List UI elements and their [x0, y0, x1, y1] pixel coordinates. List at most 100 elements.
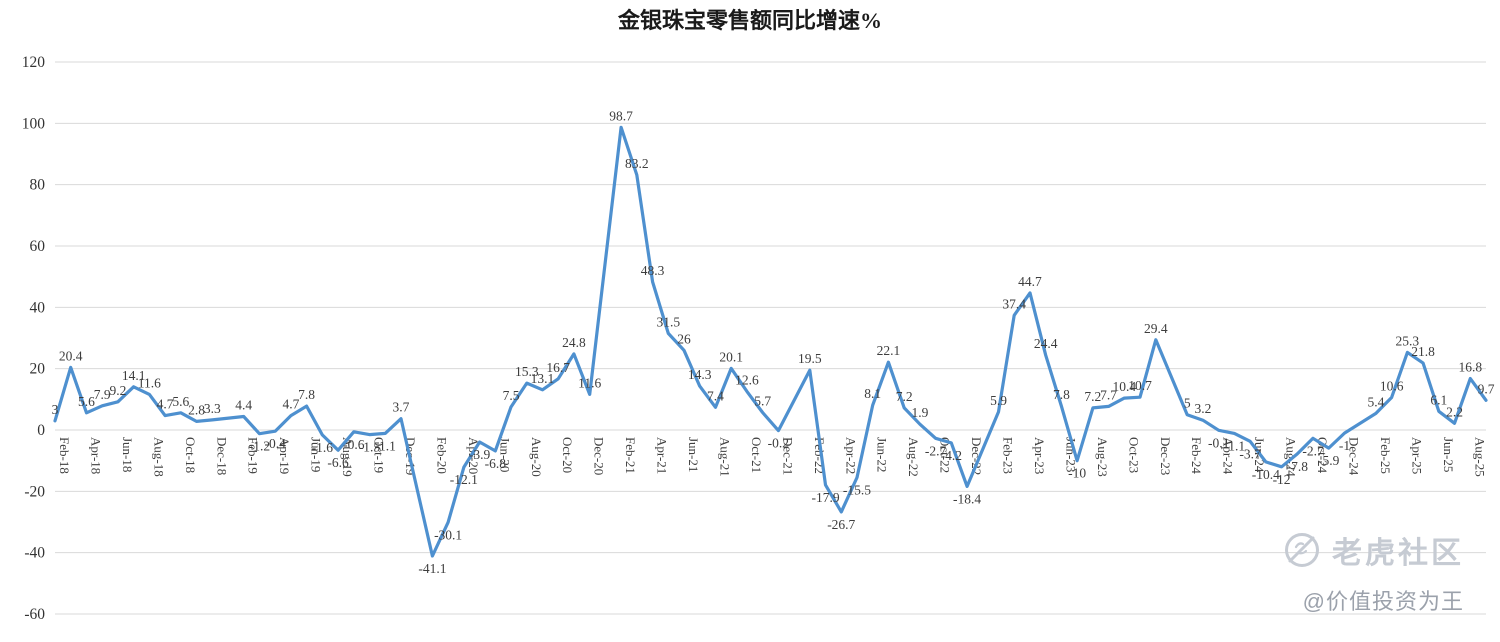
x-tick-label: Dec-24: [1346, 437, 1361, 476]
data-point-label: 10.4: [1113, 379, 1137, 394]
x-tick-label: Aug-25: [1472, 437, 1487, 477]
data-point-label: 44.7: [1018, 274, 1042, 289]
data-point-label: 22.1: [877, 343, 901, 358]
data-point-label: -0.6: [343, 437, 365, 452]
data-point-label: -12: [1273, 472, 1291, 487]
data-point-label: 15.3: [515, 364, 539, 379]
data-point-label: -26.7: [827, 517, 855, 532]
x-tick-label: Jun-22: [875, 437, 890, 472]
x-tick-label: Apr-23: [1032, 437, 1047, 474]
data-point-label: -4.2: [941, 448, 962, 463]
data-point-label: 7.5: [503, 388, 520, 403]
data-point-label: 7.9: [94, 387, 111, 402]
data-point-label: -0.1: [1208, 435, 1229, 450]
data-point-label: 98.7: [609, 108, 633, 123]
y-tick-label: 40: [30, 299, 46, 316]
data-point-label: 6.1: [1430, 392, 1447, 407]
data-point-label: 29.4: [1144, 321, 1168, 336]
data-point-label: 2.8: [188, 402, 205, 417]
x-tick-label: Dec-18: [214, 437, 229, 475]
x-tick-label: Aug-19: [340, 437, 355, 477]
data-point-label: -2.7: [925, 443, 947, 458]
x-tick-label: Jun-21: [686, 437, 701, 472]
x-tick-label: Dec-22: [969, 437, 984, 475]
y-axis-labels: 120 100 80 60 40 20 0 -20 -40 -60: [22, 54, 46, 623]
x-tick-label: Aug-18: [151, 437, 166, 477]
data-point-label: -10.4: [1252, 467, 1280, 482]
x-tick-label: Feb-25: [1378, 437, 1393, 474]
data-point-label: 7.4: [707, 388, 724, 403]
data-point-label: 3.3: [204, 401, 221, 416]
y-tick-label: -60: [24, 606, 45, 623]
data-point-label: 14.1: [122, 368, 146, 383]
data-point-label: -30.1: [434, 527, 462, 542]
data-point-label: -0.4: [264, 436, 286, 451]
data-point-label: 25.3: [1396, 333, 1420, 348]
data-point-label: -6.8: [485, 456, 507, 471]
data-point-label: -1.1: [375, 438, 396, 453]
data-point-label: -5.9: [1318, 453, 1340, 468]
data-point-label: 19.5: [798, 351, 822, 366]
data-point-label: -18.4: [953, 491, 981, 506]
x-tick-label: Oct-20: [560, 437, 575, 473]
x-axis-labels: Feb-18 Apr-18 Jun-18 Aug-18 Oct-18 Dec-18 Feb-…: [57, 437, 1487, 477]
data-point-label: 4.4: [235, 398, 252, 413]
data-point-label: -1.5: [359, 440, 381, 455]
data-point-label: -1: [1339, 438, 1350, 453]
data-point-label: 37.4: [1002, 296, 1026, 311]
data-point-label: 5: [1184, 396, 1191, 411]
x-tick-label: Feb-21: [623, 437, 638, 474]
y-tick-label: 120: [22, 54, 46, 71]
x-tick-label: Oct-21: [749, 437, 764, 473]
data-point-label: 12.6: [735, 372, 759, 387]
x-tick-label: Dec-21: [780, 437, 795, 475]
data-point-label: 20.4: [59, 348, 83, 363]
data-point-label: 24.4: [1034, 336, 1058, 351]
x-tick-label: Oct-18: [183, 437, 198, 473]
watermark-handle: @价值投资为王: [1302, 589, 1464, 614]
data-point-label: 11.6: [578, 375, 601, 390]
data-point-label: -41.1: [418, 561, 446, 576]
data-point-label: 48.3: [641, 263, 665, 278]
data-point-label: -1.6: [312, 440, 334, 455]
data-point-label: 7.8: [1053, 387, 1070, 402]
data-point-label: 10.7: [1128, 378, 1152, 393]
y-tick-label: 100: [22, 115, 46, 132]
data-point-label: -7.8: [1287, 459, 1309, 474]
x-tick-label: Feb-19: [246, 437, 261, 474]
x-tick-label: Oct-19: [372, 437, 387, 473]
data-point-label: 9.7: [1478, 381, 1495, 396]
data-point-label: 7.8: [298, 387, 315, 402]
data-point-label: 5.6: [172, 394, 189, 409]
data-point-label: 31.5: [656, 314, 680, 329]
data-point-label: 24.8: [562, 335, 586, 350]
y-tick-label: 0: [37, 422, 45, 439]
y-tick-label: -20: [24, 483, 45, 500]
data-point-label: 10.6: [1380, 378, 1404, 393]
data-point-label: 13.1: [531, 371, 555, 386]
data-point-label: 7.2: [896, 389, 913, 404]
x-tick-label: Jun-18: [120, 437, 135, 472]
x-tick-label: Dec-20: [592, 437, 607, 475]
x-tick-label: Aug-23: [1095, 437, 1110, 477]
data-point-label: 83.2: [625, 156, 649, 171]
watermark-brand-row: 老虎社区: [1282, 528, 1464, 572]
data-point-label: 11.6: [138, 375, 161, 390]
data-point-label: 21.8: [1411, 344, 1435, 359]
data-point-label: -15.5: [843, 483, 871, 498]
data-point-label: -2.7: [1302, 443, 1324, 458]
data-point-label: 8.1: [864, 386, 881, 401]
data-point-label: 3.2: [1195, 401, 1212, 416]
y-tick-label: 80: [30, 177, 46, 194]
x-tick-label: Apr-22: [843, 437, 858, 474]
data-point-label: 5.6: [78, 394, 95, 409]
data-point-label: 3: [52, 402, 59, 417]
x-tick-label: Feb-20: [434, 437, 449, 474]
data-point-label: 16.7: [546, 360, 570, 375]
data-point-label: -3.9: [469, 447, 491, 462]
tiger-circle-icon: [1282, 530, 1322, 570]
data-point-label: 4.7: [157, 397, 174, 412]
data-point-label: 9.2: [109, 383, 126, 398]
data-labels-group: 320.45.67.99.214.111.64.75.62.83.3 4.4-1.…: [52, 108, 1495, 576]
